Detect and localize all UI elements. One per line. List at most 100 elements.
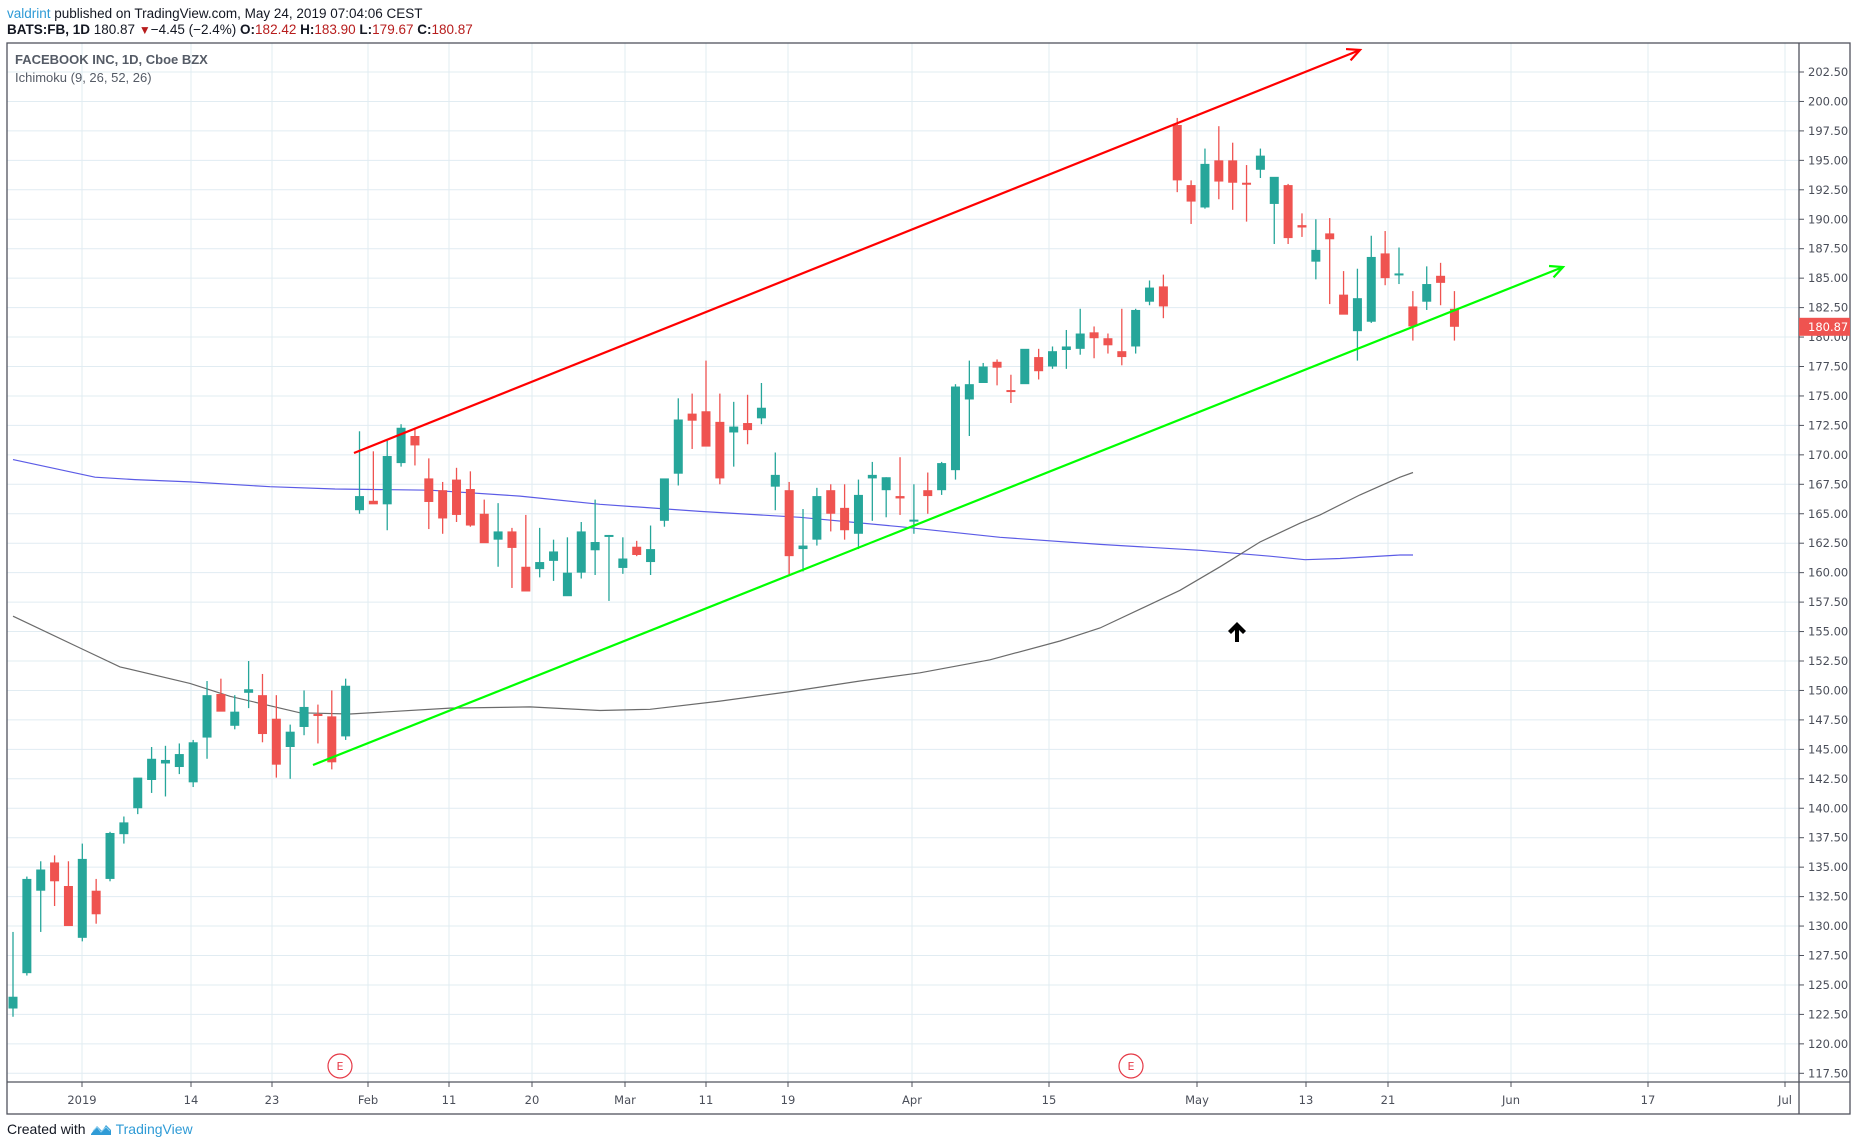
candle[interactable] — [784, 481, 794, 577]
candle[interactable] — [368, 451, 378, 505]
candle[interactable] — [549, 539, 559, 581]
candle[interactable] — [382, 440, 392, 531]
candle[interactable] — [1117, 308, 1127, 366]
candle[interactable] — [1228, 142, 1238, 210]
candle[interactable] — [770, 452, 780, 511]
candle[interactable] — [341, 678, 351, 740]
candle[interactable] — [202, 681, 212, 759]
earnings-marker[interactable]: E — [327, 1053, 353, 1079]
candle[interactable] — [452, 467, 462, 522]
candle[interactable] — [188, 739, 198, 788]
candle[interactable] — [562, 537, 572, 597]
candle[interactable] — [937, 461, 947, 495]
candle[interactable] — [840, 484, 850, 540]
candle[interactable] — [50, 855, 60, 907]
candle[interactable] — [355, 431, 364, 514]
candle[interactable] — [424, 458, 434, 530]
candle[interactable] — [521, 514, 531, 592]
candle[interactable] — [659, 478, 669, 527]
indicator-legend[interactable]: Ichimoku (9, 26, 52, 26) — [15, 70, 152, 85]
candle[interactable] — [992, 359, 1002, 386]
candle[interactable] — [1200, 148, 1210, 209]
candle[interactable] — [299, 690, 309, 736]
candle[interactable] — [1131, 308, 1141, 354]
candle[interactable] — [1006, 374, 1016, 404]
candle[interactable] — [701, 360, 711, 447]
candle[interactable] — [1061, 329, 1071, 369]
candle[interactable] — [147, 746, 157, 793]
tradingview-link[interactable]: TradingView — [115, 1121, 193, 1137]
candle[interactable] — [285, 724, 295, 779]
candle[interactable] — [63, 861, 73, 927]
candle[interactable] — [77, 843, 87, 942]
candle[interactable] — [1297, 213, 1307, 237]
candle[interactable] — [1145, 280, 1155, 306]
candle[interactable] — [812, 487, 822, 546]
candle[interactable] — [36, 861, 46, 932]
candle[interactable] — [327, 690, 337, 770]
candle[interactable] — [22, 876, 32, 976]
candle[interactable] — [1408, 291, 1418, 341]
candle[interactable] — [895, 457, 905, 515]
candle[interactable] — [1158, 274, 1168, 319]
candle[interactable] — [590, 499, 600, 576]
candle[interactable] — [1186, 180, 1196, 224]
candle[interactable] — [1352, 268, 1362, 361]
candle[interactable] — [729, 401, 739, 467]
candle[interactable] — [216, 678, 226, 712]
candle[interactable] — [1380, 231, 1390, 286]
candle[interactable] — [1422, 266, 1432, 310]
candlestick-series[interactable] — [8, 117, 1459, 1017]
candle[interactable] — [1394, 247, 1404, 285]
candle[interactable] — [1242, 165, 1252, 222]
candle[interactable] — [646, 525, 656, 576]
candle[interactable] — [8, 931, 18, 1017]
candle[interactable] — [978, 362, 988, 383]
candle[interactable] — [576, 521, 586, 579]
candle[interactable] — [1311, 219, 1321, 280]
candle[interactable] — [1283, 183, 1293, 244]
candle[interactable] — [618, 537, 628, 574]
candle[interactable] — [1020, 348, 1030, 385]
candle[interactable] — [826, 484, 836, 532]
green-support-arrow[interactable] — [312, 265, 1564, 767]
candle[interactable] — [1034, 348, 1044, 380]
candle[interactable] — [1172, 117, 1182, 193]
candle[interactable] — [493, 503, 503, 567]
candle[interactable] — [1089, 326, 1099, 359]
candle[interactable] — [105, 831, 115, 882]
candle[interactable] — [715, 393, 725, 485]
candle[interactable] — [950, 384, 960, 480]
candle[interactable] — [1436, 262, 1446, 306]
candle[interactable] — [756, 382, 766, 425]
up-arrow-marker[interactable] — [1228, 622, 1246, 642]
author-link[interactable]: valdrint — [7, 6, 51, 21]
candle[interactable] — [465, 471, 475, 527]
candle[interactable] — [174, 743, 184, 775]
candle[interactable] — [604, 534, 614, 601]
candle[interactable] — [313, 704, 323, 744]
candle[interactable] — [1214, 126, 1224, 200]
earnings-marker[interactable]: E — [1118, 1053, 1144, 1079]
candle[interactable] — [507, 527, 517, 588]
candle[interactable] — [923, 472, 933, 514]
candle[interactable] — [119, 816, 129, 844]
candle[interactable] — [479, 499, 489, 544]
candle[interactable] — [1366, 235, 1376, 323]
candle[interactable] — [1325, 218, 1335, 305]
candle[interactable] — [244, 661, 254, 709]
candle[interactable] — [410, 427, 420, 466]
candle[interactable] — [1269, 176, 1279, 244]
candle[interactable] — [853, 479, 863, 550]
candle[interactable] — [271, 695, 281, 778]
candle[interactable] — [230, 695, 240, 730]
candle[interactable] — [160, 745, 170, 797]
candle[interactable] — [1048, 346, 1057, 369]
candle[interactable] — [964, 360, 974, 437]
candle[interactable] — [396, 424, 406, 467]
candle[interactable] — [673, 398, 683, 486]
candle[interactable] — [438, 481, 448, 534]
candle[interactable] — [743, 394, 753, 445]
